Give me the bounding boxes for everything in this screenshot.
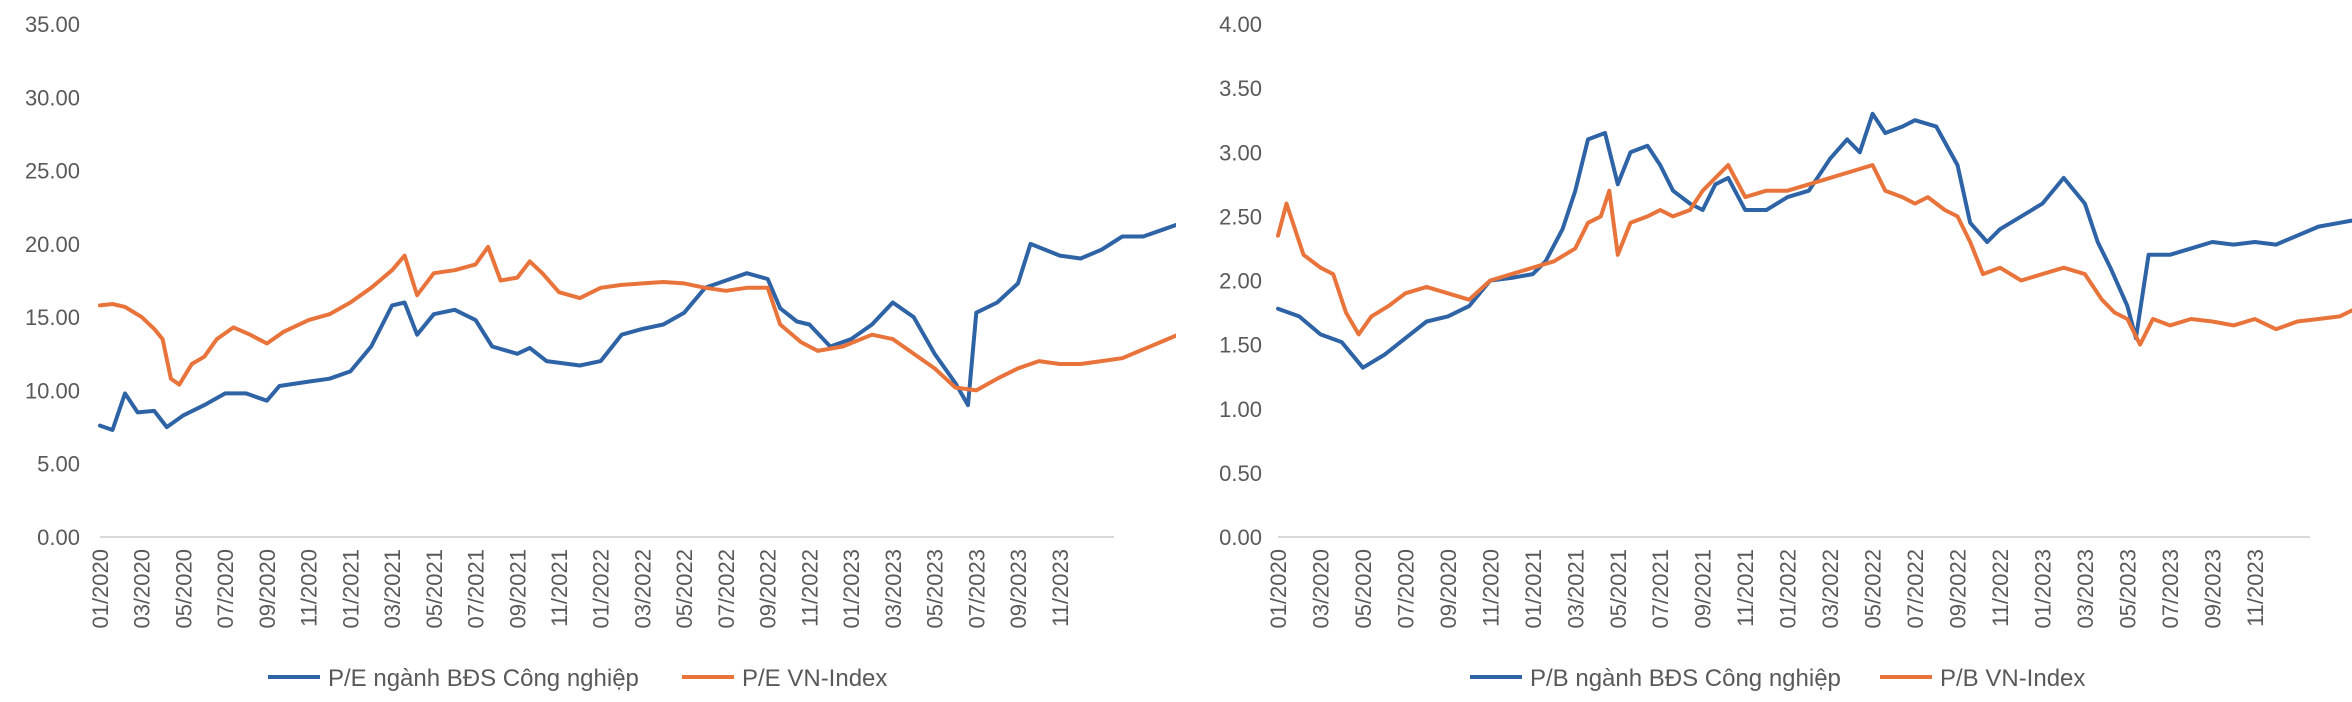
series-line-industrial: [98, 222, 1176, 432]
x-tick-label: 07/2023: [964, 549, 989, 629]
x-tick-label: 03/2020: [130, 549, 155, 629]
x-tick-label: 05/2021: [1606, 549, 1631, 629]
series-line-vnindex: [98, 244, 1176, 393]
pe-chart: 0.00 5.00 10.00 15.00 20.00 25.00 30.00 35.00 01…: [25, 12, 1176, 692]
x-tick-label: 05/2021: [422, 549, 447, 629]
legend-label: P/B VN-Index: [1940, 665, 2085, 692]
x-tick-label: 09/2021: [505, 549, 530, 629]
y-tick-label: 2.50: [1219, 204, 1262, 229]
x-tick-label: 11/2020: [1478, 549, 1503, 627]
y-tick-label: 35.00: [25, 12, 80, 37]
series-line-industrial: [1276, 111, 2352, 370]
x-tick-label: 01/2020: [1266, 549, 1291, 629]
x-tick-label: 07/2020: [213, 549, 238, 629]
x-tick-label: 01/2021: [1521, 549, 1546, 629]
x-tick-label: 05/2020: [1351, 549, 1376, 629]
x-tick-label: 09/2022: [1946, 549, 1971, 629]
x-tick-label: 03/2022: [1818, 549, 1843, 629]
x-tick-label: 11/2022: [1988, 549, 2013, 627]
x-tick-label: 01/2022: [589, 549, 614, 629]
legend-item: P/B ngành BĐS Công nghiệp: [1470, 665, 1841, 692]
y-tick-label: 5.00: [37, 452, 80, 477]
y-tick-label: 1.50: [1219, 333, 1262, 358]
x-tick-label: 09/2020: [1436, 549, 1461, 629]
x-tick-label: 07/2021: [464, 549, 489, 629]
x-tick-label: 03/2023: [2073, 549, 2098, 629]
x-tick-label: 03/2021: [380, 549, 405, 629]
legend-item: P/E ngành BĐS Công nghiệp: [268, 665, 639, 692]
x-tick-label: 09/2021: [1691, 549, 1716, 629]
x-tick-label: 11/2023: [1048, 549, 1073, 627]
x-tick-label: 05/2022: [672, 549, 697, 629]
legend-item: P/B VN-Index: [1880, 665, 2085, 692]
y-tick-label: 0.00: [1219, 525, 1262, 550]
x-tick-label: 07/2020: [1393, 549, 1418, 629]
x-tick-label: 11/2023: [2243, 549, 2268, 627]
x-tick-label: 03/2022: [630, 549, 655, 629]
x-tick-label: 07/2022: [1903, 549, 1928, 629]
x-tick-label: 09/2020: [255, 549, 280, 629]
x-tick-label: 11/2021: [547, 549, 572, 627]
x-tick-label: 03/2023: [881, 549, 906, 629]
x-tick-label: 09/2023: [1006, 549, 1031, 629]
x-tick-label: 03/2021: [1563, 549, 1588, 629]
y-tick-label: 0.50: [1219, 461, 1262, 486]
pb-chart: 0.00 0.50 1.00 1.50 2.00 2.50 3.00 3.50 4.00 01/2…: [1219, 12, 2352, 692]
x-tick-label: 07/2022: [714, 549, 739, 629]
legend-label: P/E VN-Index: [742, 665, 887, 692]
x-tick-label: 11/2022: [797, 549, 822, 627]
x-tick-label: 07/2023: [2158, 549, 2183, 629]
x-tick-label: 01/2021: [338, 549, 363, 629]
x-tick-label: 05/2020: [171, 549, 196, 629]
x-tick-label: 09/2023: [2200, 549, 2225, 629]
x-tick-label: 01/2023: [2030, 549, 2055, 629]
x-tick-label: 05/2023: [2115, 549, 2140, 629]
x-tick-label: 01/2022: [1776, 549, 1801, 629]
y-tick-label: 20.00: [25, 232, 80, 257]
y-tick-label: 15.00: [25, 305, 80, 330]
x-tick-label: 05/2022: [1861, 549, 1886, 629]
y-tick-label: 30.00: [25, 85, 80, 110]
legend-item: P/E VN-Index: [682, 665, 887, 692]
y-tick-label: 4.00: [1219, 12, 1262, 37]
x-tick-label: 07/2021: [1648, 549, 1673, 629]
y-tick-label: 3.50: [1219, 76, 1262, 101]
x-tick-label: 05/2023: [923, 549, 948, 629]
x-tick-label: 09/2022: [756, 549, 781, 629]
y-tick-label: 1.00: [1219, 397, 1262, 422]
y-tick-label: 0.00: [37, 525, 80, 550]
y-tick-label: 10.00: [25, 378, 80, 403]
y-tick-label: 3.00: [1219, 140, 1262, 165]
x-tick-label: 11/2020: [297, 549, 322, 627]
x-tick-label: 11/2021: [1733, 549, 1758, 627]
x-tick-label: 01/2023: [839, 549, 864, 629]
legend-label: P/B ngành BĐS Công nghiệp: [1530, 665, 1841, 692]
legend-label: P/E ngành BĐS Công nghiệp: [328, 665, 639, 692]
x-tick-label: 01/2020: [88, 549, 113, 629]
series-line-vnindex: [1276, 163, 2352, 347]
y-tick-label: 2.00: [1219, 269, 1262, 294]
y-tick-label: 25.00: [25, 159, 80, 184]
x-tick-label: 03/2020: [1308, 549, 1333, 629]
